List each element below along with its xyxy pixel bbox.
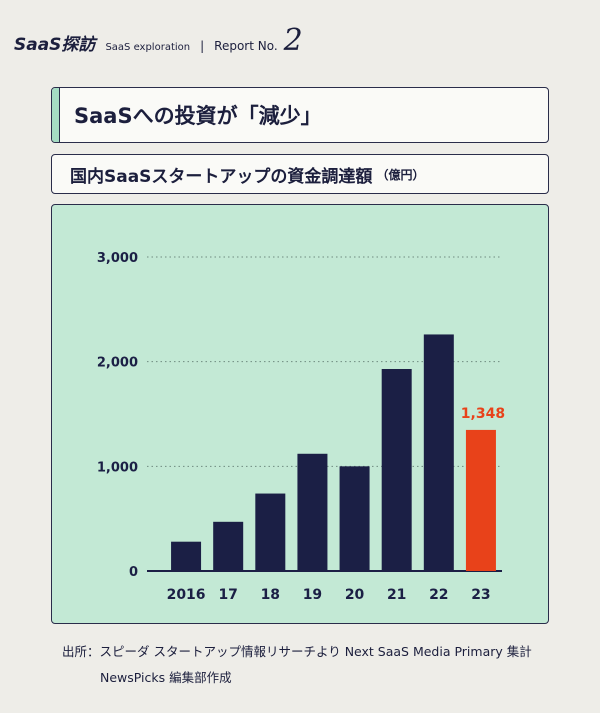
bar	[255, 493, 286, 571]
bar	[423, 334, 454, 571]
bar	[297, 453, 328, 571]
source-note: 出所：スピーダ スタートアップ情報リサーチより Next SaaS Media …	[62, 639, 532, 691]
y-tick-label: 2,000	[97, 356, 138, 371]
x-tick-label: 2016	[167, 587, 206, 603]
y-tick-label: 1,000	[97, 460, 138, 475]
bar	[339, 466, 370, 571]
report-label: Report No.	[214, 39, 278, 53]
x-tick-label: 19	[303, 587, 322, 603]
data-label: 1,348	[461, 406, 505, 422]
chart-panel: 0 1,000 2,000 3,000 2016 17 18 19 20 21 22 23 1,348	[51, 204, 549, 624]
source-line-2: NewsPicks 編集部作成	[100, 670, 232, 685]
chart-title-box: 国内SaaSスタートアップの資金調達額 （億円）	[51, 154, 549, 194]
x-tick-label: 20	[345, 587, 365, 603]
bar	[213, 521, 244, 571]
brand-logo: SaaS探訪	[14, 35, 96, 55]
x-tick-label: 23	[471, 587, 490, 603]
x-tick-label: 18	[261, 587, 280, 603]
y-tick-label: 3,000	[97, 251, 138, 266]
x-tick-label: 22	[429, 587, 448, 603]
bar	[465, 429, 496, 571]
report-header: SaaS探訪 SaaS exploration | Report No. 2	[14, 26, 303, 58]
bar	[381, 368, 412, 571]
brand-subtitle: SaaS exploration	[105, 42, 191, 53]
y-tick-label: 0	[129, 565, 138, 580]
header-separator: |	[200, 39, 205, 53]
x-tick-label: 21	[387, 587, 406, 603]
bar-chart: 0 1,000 2,000 3,000 2016 17 18 19 20 21 22 23 1,348	[97, 251, 505, 603]
chart-unit: （億円）	[376, 167, 425, 182]
chart-title: 国内SaaSスタートアップの資金調達額	[70, 166, 373, 187]
source-line-1: 出所：スピーダ スタートアップ情報リサーチより Next SaaS Media …	[62, 644, 532, 659]
headline-box: SaaSへの投資が「減少」	[51, 87, 549, 143]
bar	[171, 541, 202, 571]
headline-accent-bar	[52, 88, 60, 142]
headline: SaaSへの投資が「減少」	[74, 104, 322, 128]
report-number: 2	[283, 23, 303, 58]
x-tick-label: 17	[218, 587, 237, 603]
